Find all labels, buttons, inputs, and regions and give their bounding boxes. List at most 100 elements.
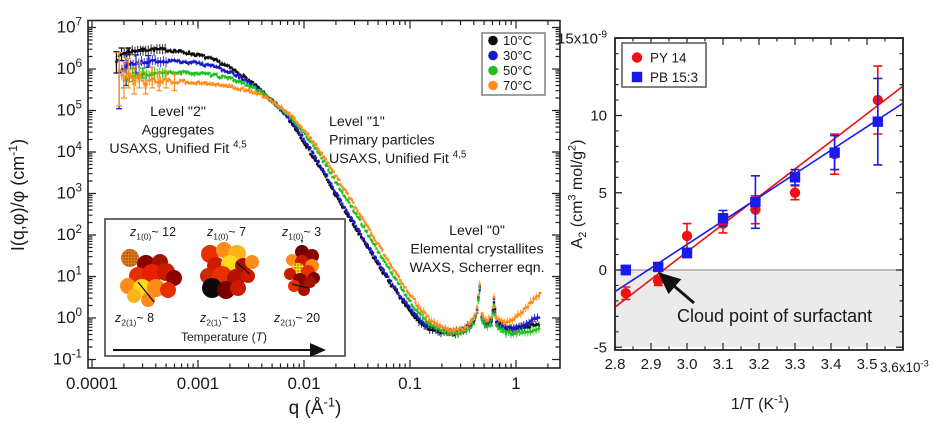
aggregate-particle (127, 289, 141, 303)
data-point-PB 15:3 (653, 261, 664, 273)
right-xtick-label2: 3.0 (677, 356, 698, 373)
inset-top-label-2: z1(0)~ 3 (281, 225, 321, 241)
right-xtick-label1: 2.9 (641, 356, 662, 373)
left-series-bigerr-70°C (116, 51, 178, 107)
annotation-level-0-line1: Elemental crystallites (410, 242, 543, 258)
data-point-PB 15:3 (829, 147, 840, 158)
inset-temperature-label: Temperature (T) (181, 330, 267, 344)
inset-top-label-1: z1(0)~ 7 (206, 225, 246, 241)
inset-bottom-label-1: z2(1)~ 13 (199, 311, 246, 327)
right-plot: 2.8 2.9 3.0 3.1 3.2 3.3 3.4 3.5 3.6x10-3 15x10-9 1… (557, 29, 929, 413)
right-x-axis-title: 1/T (K-1) (731, 394, 789, 413)
left-ytick-label5: 102 (57, 223, 82, 244)
legend-item-70°C: 70°C (503, 78, 532, 93)
legend-swatch-50°C (488, 65, 498, 76)
data-point-PY 14 (620, 287, 631, 299)
inset-bottom-label-0: z2(1)~ 8 (114, 311, 154, 327)
cluster-line (137, 281, 155, 303)
data-point-PB 15:3 (717, 213, 729, 224)
left-xtick-label2: 0.01 (287, 374, 320, 393)
left-ytick-label7: 100 (57, 306, 82, 327)
data-point-PB 15:3 (789, 172, 801, 183)
legend-swatch-PB 15:3 (631, 71, 643, 83)
legend-item-30°C: 30°C (503, 48, 532, 63)
left-y-axis-title: I(q,φ)/φ (cm-1) (6, 139, 28, 251)
right-ytick-label4: -5 (594, 339, 607, 356)
left-axis-ticks (88, 20, 560, 368)
aggregate-particle (230, 280, 246, 296)
right-xtick-label5: 3.3 (785, 356, 806, 373)
errorbars-PB 15:3 (621, 77, 883, 276)
aggregate-particle (241, 269, 255, 283)
right-xtick-label4: 3.2 (749, 356, 770, 373)
left-series-group (113, 43, 542, 339)
legend-item-50°C: 50°C (503, 63, 532, 78)
inset-box: z1(0)~ 12 z1(0)~ 7 z1(0)~ 3 z2(1)~ 8 z2(1)~ … (104, 218, 346, 357)
aggregate-particle (298, 284, 310, 296)
left-xtick-label3: 0.1 (398, 374, 422, 393)
aggregate-particle-hatch (121, 249, 139, 267)
right-series-PB 15:3 (620, 77, 883, 276)
legend-item-PB 15:3: PB 15:3 (650, 70, 698, 85)
aggregate-particle (245, 255, 259, 269)
inset-cluster-1 (120, 249, 182, 307)
left-xtick-label1: 0.001 (177, 374, 220, 393)
left-ytick-label8: 10-1 (53, 348, 82, 369)
annotation-level-0-line2: WAXS, Scherrer eqn. (409, 260, 544, 276)
right-ytick-label2: 5 (599, 185, 607, 202)
left-ytick-label4: 103 (57, 182, 82, 203)
left-plot-frame (87, 19, 561, 369)
data-point-PB 15:3 (620, 264, 631, 276)
right-xtick-label7: 3.5 (857, 356, 878, 373)
left-ytick-label3: 104 (57, 140, 83, 161)
inset-top-label-0: z1(0)~ 12 (129, 225, 176, 241)
right-ytick-label0: 15x10-9 (557, 29, 607, 47)
left-ytick-label2: 105 (57, 99, 82, 120)
cloud-point-arrow-icon (657, 272, 695, 305)
legend-item-10°C: 10°C (503, 33, 532, 48)
annotation-level-0-line0: Level "0" (449, 223, 505, 239)
annotation-level-1-line0: Level "1" (329, 114, 385, 130)
cluster-line (291, 283, 309, 289)
aggregate-particle (202, 278, 222, 298)
right-xtick-label3: 3.1 (713, 356, 734, 373)
annotation-level-2-line0: Level "2" (150, 104, 206, 120)
annotation-level-1-line2: USAXS, Unified Fit 4,5 (329, 149, 466, 167)
aggregate-particle (284, 268, 296, 280)
inset-cluster-3 (284, 240, 320, 296)
aggregate-particle (166, 270, 182, 286)
right-ytick-label1: 10 (590, 108, 607, 125)
data-point-PB 15:3 (681, 247, 693, 259)
aggregate-particle (286, 254, 298, 266)
annotation-level-2-line2: USAXS, Unified Fit 4,5 (109, 139, 246, 157)
annotation-level-2-line1: Aggregates (142, 123, 215, 139)
left-x-axis-title: q (Å-1) (289, 394, 342, 419)
cluster-line (235, 261, 251, 275)
data-point-PB 15:3 (872, 116, 883, 127)
left-plot: 0.0001 0.001 0.01 0.1 1 107 106 105 104 103 102 101… (6, 16, 561, 419)
left-xtick-label4: 1 (511, 374, 520, 393)
aggregate-particle (141, 293, 155, 307)
right-y-axis-title: A2 (cm3 mol/g2) (567, 140, 590, 249)
left-legend: 10°C30°C50°C70°C (481, 32, 546, 96)
left-ytick-label1: 106 (57, 57, 82, 78)
data-point-PY 14 (789, 187, 801, 198)
right-ytick-label3: 0 (599, 262, 607, 279)
data-point-PB 15:3 (750, 196, 761, 208)
inset-cluster-2 (200, 242, 259, 299)
aggregate-particle (142, 264, 162, 284)
left-xtick-label0: 0.0001 (66, 374, 118, 393)
inset-bottom-label-2: z2(1)~ 20 (273, 311, 320, 327)
aggregate-particle (160, 282, 176, 298)
left-ytick-label6: 101 (57, 265, 82, 286)
legend-swatch-30°C (488, 50, 498, 61)
legend-swatch-10°C (488, 35, 498, 46)
right-axis-ticks (614, 37, 904, 350)
right-xtick-label0: 2.8 (605, 356, 626, 373)
legend-item-PY 14: PY 14 (650, 50, 687, 65)
right-legend: PY 14 PB 15:3 (621, 42, 707, 88)
annotation-level-1-line1: Primary particles (329, 133, 435, 149)
cloud-point-annotation: Cloud point of surfactant (677, 306, 872, 326)
